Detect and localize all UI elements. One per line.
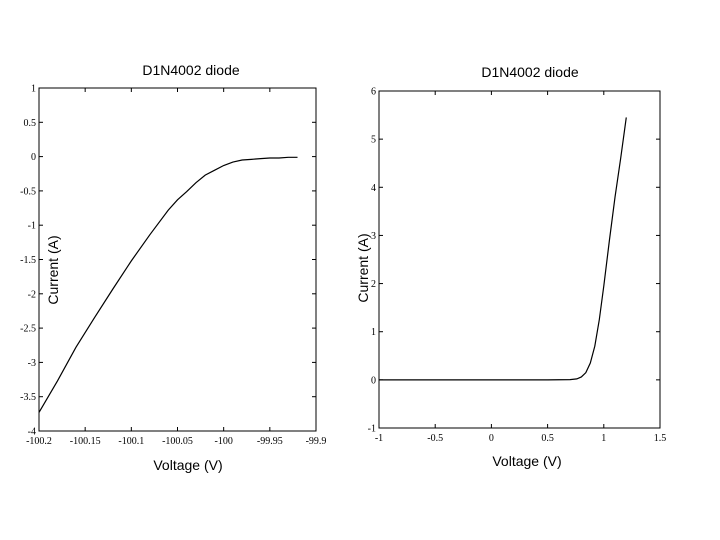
right-chart-ytick-label: 6 — [371, 87, 376, 98]
right-chart-xtick-label: 0 — [489, 433, 494, 444]
left-chart-tick-labels: -100.2 -100.15 -100.1 -100.05 -100 -99.95 -99.… — [20, 84, 326, 448]
right-chart-frame — [378, 90, 661, 429]
right-chart-ytick-label: 3 — [371, 231, 376, 242]
right-chart-xlabel: Voltage (V) — [492, 453, 561, 469]
right-chart-ylabel: Current (A) — [355, 233, 371, 302]
right-chart-xtick-label: 1.5 — [654, 433, 667, 444]
left-chart-ticks — [38, 87, 317, 432]
left-chart-xtick-label: -99.95 — [257, 436, 283, 447]
left-chart-xlabel: Voltage (V) — [153, 457, 222, 473]
left-chart-ytick-label: -1 — [28, 221, 36, 232]
right-chart: D1N4002 diode Voltage (V) Current (A) -1… — [355, 64, 666, 469]
left-chart-ytick-label: -3 — [28, 358, 36, 369]
right-chart-ytick-label: 4 — [371, 183, 376, 194]
left-chart-xtick-label: -100.15 — [70, 436, 101, 447]
left-chart-ytick-label: -4 — [28, 427, 36, 438]
left-chart-ytick-label: -3.5 — [20, 392, 36, 403]
left-chart-ytick-label: -2.5 — [20, 324, 36, 335]
left-chart-xtick-label: -99.9 — [306, 436, 327, 447]
left-chart-ylabel: Current (A) — [45, 235, 61, 304]
right-chart-xtick-label: -1 — [375, 433, 383, 444]
left-chart-xtick-label: -100.1 — [118, 436, 144, 447]
left-chart-ytick-label: -0.5 — [20, 186, 36, 197]
right-chart-xtick-label: -0.5 — [427, 433, 443, 444]
right-chart-tick-labels: -1 -0.5 0 0.5 1 1.5 6 5 4 3 2 1 0 -1 — [368, 87, 667, 445]
left-chart-frame — [38, 87, 317, 432]
left-chart-ytick-label: -2 — [28, 289, 36, 300]
left-chart-ytick-label: 1 — [31, 84, 36, 95]
right-chart-title: D1N4002 diode — [481, 64, 579, 80]
right-chart-ytick-label: 1 — [371, 327, 376, 338]
left-chart-ytick-label: 0 — [31, 152, 36, 163]
right-chart-ytick-label: 5 — [371, 135, 376, 146]
right-chart-ytick-label: -1 — [368, 424, 376, 435]
left-chart-series-line — [38, 156, 298, 413]
right-chart-ytick-label: 0 — [371, 375, 376, 386]
left-chart-ytick-label: -1.5 — [20, 255, 36, 266]
right-chart-xtick-label: 1 — [601, 433, 606, 444]
left-chart-xtick-label: -100.05 — [162, 436, 193, 447]
right-chart-series-line — [379, 117, 627, 381]
left-chart-ytick-label: 0.5 — [24, 118, 37, 129]
right-chart-xtick-label: 0.5 — [541, 433, 554, 444]
left-chart-xtick-label: -100 — [214, 436, 232, 447]
right-chart-ytick-label: 2 — [371, 279, 376, 290]
right-chart-ticks — [378, 90, 661, 429]
left-chart-xtick-label: -100.2 — [26, 436, 52, 447]
left-chart-title: D1N4002 diode — [142, 62, 240, 78]
left-chart: D1N4002 diode Voltage (V) Current (A) -1… — [20, 62, 326, 473]
